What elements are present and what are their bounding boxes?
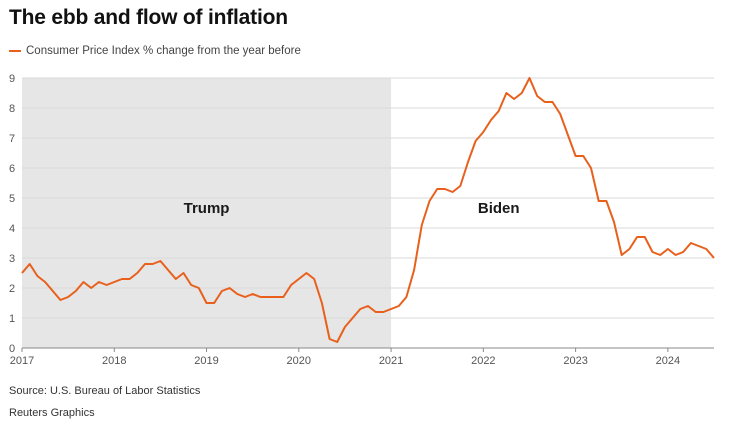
x-tick-label: 2019 (194, 355, 218, 367)
series-line (21, 77, 715, 343)
y-tick-label: 9 (9, 73, 15, 85)
y-tick-label: 4 (9, 223, 15, 235)
y-tick-label: 8 (9, 103, 15, 115)
annotations: Trump Biden (184, 200, 520, 217)
x-tick-label: 2021 (379, 355, 403, 367)
source-note: Source: U.S. Bureau of Labor Statistics (9, 385, 201, 397)
y-tick-label: 6 (9, 163, 15, 175)
legend-swatch (9, 50, 21, 52)
chart-title: The ebb and flow of inflation (9, 6, 288, 29)
y-tick-label: 7 (9, 133, 15, 145)
y-tick-label: 2 (9, 283, 15, 295)
credit-note: Reuters Graphics (9, 407, 95, 419)
x-axis: 2017 2018 2019 2020 2021 2022 2023 2024 (10, 348, 680, 367)
legend: Consumer Price Index % change from the y… (9, 45, 301, 57)
y-tick-label: 0 (9, 343, 15, 355)
y-axis: 0 1 2 3 4 5 6 7 8 9 (9, 73, 15, 355)
y-tick-label: 3 (9, 253, 15, 265)
era-label-trump: Trump (184, 200, 230, 217)
x-tick-label: 2020 (287, 355, 311, 367)
x-tick-label: 2024 (656, 355, 680, 367)
x-tick-label: 2022 (471, 355, 495, 367)
era-label-biden: Biden (478, 200, 520, 217)
y-tick-label: 1 (9, 313, 15, 325)
x-tick-label: 2023 (563, 355, 587, 367)
legend-label: Consumer Price Index % change from the y… (26, 45, 301, 57)
x-tick-label: 2018 (102, 355, 126, 367)
x-tick-label: 2017 (10, 355, 34, 367)
y-tick-label: 5 (9, 193, 15, 205)
